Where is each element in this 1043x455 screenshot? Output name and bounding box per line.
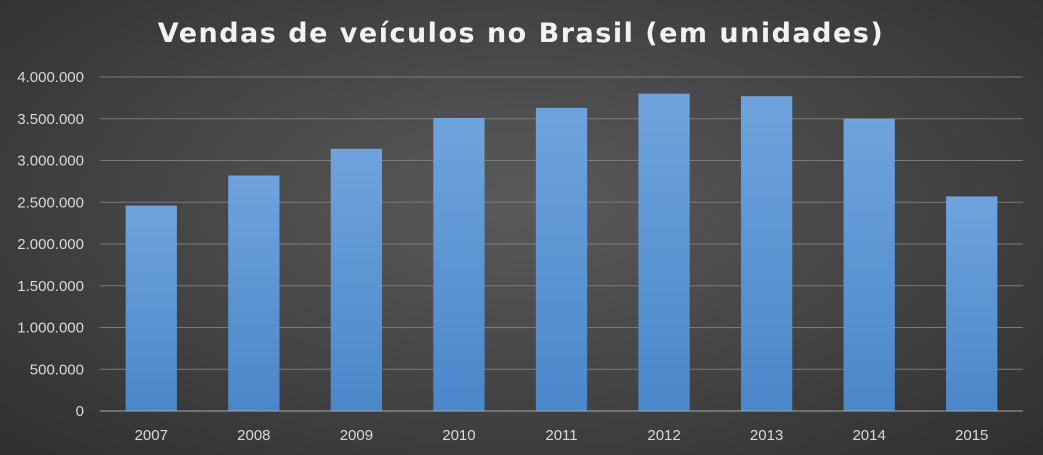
x-tick-label: 2009 <box>340 427 373 444</box>
bar-2010 <box>433 117 485 411</box>
y-tick-label: 500.000 <box>30 361 84 378</box>
x-tick-label: 2010 <box>442 427 475 444</box>
x-axis-tick-labels: 2007 2008 2009 2010 2011 2012 2013 2014 2015 <box>135 427 989 444</box>
bar-2015 <box>946 196 998 411</box>
y-tick-label: 0 <box>76 403 84 420</box>
bar-2009 <box>330 148 383 411</box>
x-tick-label: 2007 <box>135 427 168 444</box>
chart-title: Vendas de veículos no Brasil (em unidade… <box>158 18 884 49</box>
y-tick-label: 2.000.000 <box>17 236 84 253</box>
x-tick-label: 2015 <box>955 427 988 444</box>
x-tick-label: 2011 <box>545 427 577 444</box>
bars <box>125 93 998 412</box>
y-tick-label: 1.000.000 <box>17 320 84 337</box>
bar-2013 <box>740 96 793 411</box>
y-tick-label: 1.500.000 <box>17 278 84 295</box>
bar-2014 <box>843 118 895 411</box>
y-tick-label: 3.000.000 <box>17 153 84 170</box>
x-tick-label: 2012 <box>647 427 680 444</box>
y-tick-label: 3.500.000 <box>17 111 84 128</box>
x-tick-label: 2013 <box>750 427 783 444</box>
bar-2012 <box>638 93 690 411</box>
y-tick-label: 2.500.000 <box>17 194 84 211</box>
y-axis-tick-labels: 0 500.000 1.000.000 1.500.000 2.000.000 2.500… <box>17 69 84 420</box>
bar-2008 <box>228 175 280 411</box>
y-tick-label: 4.000.000 <box>17 69 84 86</box>
x-tick-label: 2014 <box>852 427 885 444</box>
bar-2007 <box>125 205 177 411</box>
bar-2011 <box>535 107 588 412</box>
x-tick-label: 2008 <box>237 427 270 444</box>
